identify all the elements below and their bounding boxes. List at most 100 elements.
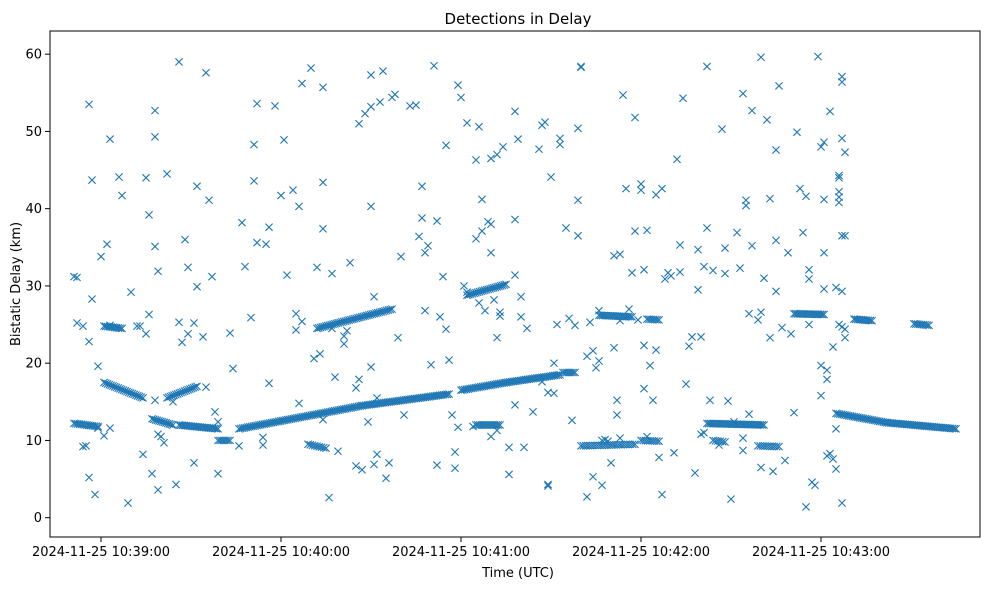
data-point [319,224,327,233]
data-point [571,368,579,377]
data-point [418,213,426,222]
data-point [292,309,300,318]
data-point [502,280,510,289]
x-tick-label: 2024-11-25 10:40:00 [212,545,350,560]
data-point [421,306,429,315]
data-point [271,101,279,110]
data-point [748,106,756,115]
data-point [799,228,807,237]
data-point [760,420,768,429]
data-point [697,332,705,341]
data-point [487,432,495,441]
data-point [772,442,781,451]
data-point [460,281,468,290]
data-point [772,145,780,154]
data-point [137,393,146,402]
data-point [568,416,576,425]
data-point [85,337,93,346]
data-point [757,53,765,62]
data-point [739,446,747,455]
data-point [364,417,372,426]
data-point [706,396,714,405]
data-point [103,240,111,249]
data-point [562,224,570,232]
data-point [139,450,147,459]
data-point [826,107,834,116]
data-point [94,362,102,371]
data-point [607,458,615,467]
data-point [745,309,753,318]
data-point [79,442,87,451]
data-point [616,434,624,443]
data-point [379,67,387,76]
data-point [613,396,621,405]
data-point [653,315,661,324]
data-point [544,480,552,489]
data-point [778,323,786,332]
data-point [280,135,288,144]
data-point [70,272,78,281]
data-point [295,202,303,211]
data-point [736,264,744,273]
data-point [424,241,432,250]
data-point [259,441,267,450]
data-point [841,325,849,334]
data-point [563,368,571,377]
data-point [82,441,90,450]
data-point [577,63,585,72]
data-point [265,379,273,388]
data-point [442,325,450,334]
data-point [91,490,99,499]
data-point [823,375,831,384]
data-point [214,436,222,445]
data-point [598,481,606,490]
data-point [625,305,633,314]
data-point [569,368,577,377]
data-point [811,481,819,490]
data-point [184,329,192,338]
data-point [241,262,249,271]
data-point [451,448,459,457]
data-point [136,322,144,331]
data-point [838,77,846,86]
data-point [148,469,156,478]
data-point [328,269,336,278]
data-point [247,313,255,322]
data-point [222,436,230,445]
data-point [643,432,651,441]
data-point [523,324,531,333]
y-tick-label: 60 [25,48,42,63]
data-point [385,458,393,467]
data-point [610,343,618,352]
data-point [634,315,642,324]
data-point [820,195,828,204]
data-point [682,380,690,389]
data-point [421,248,429,257]
data-point [628,440,637,449]
data-point [85,473,93,482]
data-point [820,310,828,319]
data-point [796,184,804,193]
data-point [838,287,846,296]
data-point [766,333,774,342]
data-point [229,364,237,373]
data-point [142,173,150,182]
data-point [469,422,477,431]
data-point [496,308,504,317]
data-point [864,316,873,325]
data-point [151,106,159,115]
data-point [742,201,750,210]
data-point [505,443,513,452]
data-point [352,383,360,392]
data-point [493,333,501,342]
data-point [550,389,558,398]
data-point [520,443,528,452]
x-axis-label: Time (UTC) [481,566,554,581]
data-point [316,349,324,358]
data-point [583,492,591,501]
data-point [832,283,840,292]
data-point [319,415,327,424]
data-point [331,373,339,382]
data-point [124,499,132,507]
data-point [202,68,210,77]
